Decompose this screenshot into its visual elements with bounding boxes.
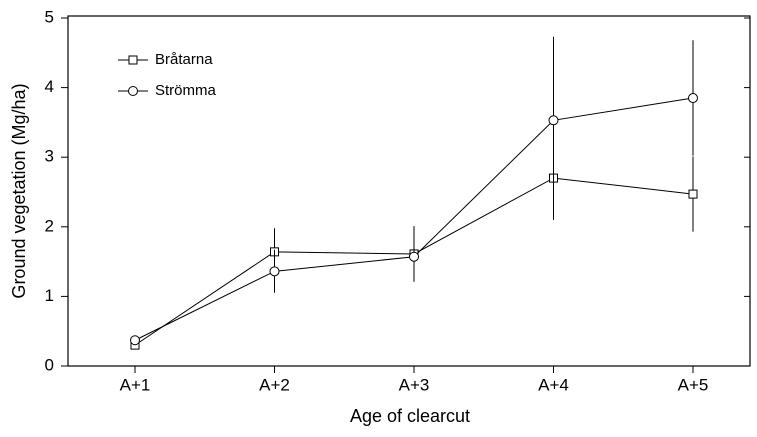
marker	[548, 115, 559, 126]
legend-label: Bråtarna	[155, 51, 213, 68]
x-tick-label: A+3	[399, 375, 430, 394]
marker	[688, 189, 698, 199]
marker	[128, 86, 138, 96]
marker	[409, 251, 419, 262]
y-tick-label: 4	[45, 77, 54, 96]
x-tick-label: A+5	[678, 375, 709, 394]
marker	[130, 335, 140, 346]
x-tick-label: A+2	[259, 375, 290, 394]
marker	[269, 266, 280, 277]
x-tick-label: A+4	[538, 375, 569, 394]
x-axis-title: Age of clearcut	[350, 406, 470, 426]
legend-label: Strömma	[155, 82, 217, 99]
y-axis-title: Ground vegetation (Mg/ha)	[9, 83, 29, 298]
marker	[688, 93, 698, 104]
marker	[128, 55, 138, 65]
y-tick-label: 1	[45, 286, 54, 305]
y-tick-label: 5	[45, 7, 54, 26]
plot-frame	[67, 15, 751, 367]
y-tick-label: 0	[45, 355, 54, 374]
series-line	[134, 97, 694, 341]
y-tick-label: 3	[45, 147, 54, 166]
x-tick-label: A+1	[120, 375, 151, 394]
y-tick-label: 2	[45, 216, 54, 235]
